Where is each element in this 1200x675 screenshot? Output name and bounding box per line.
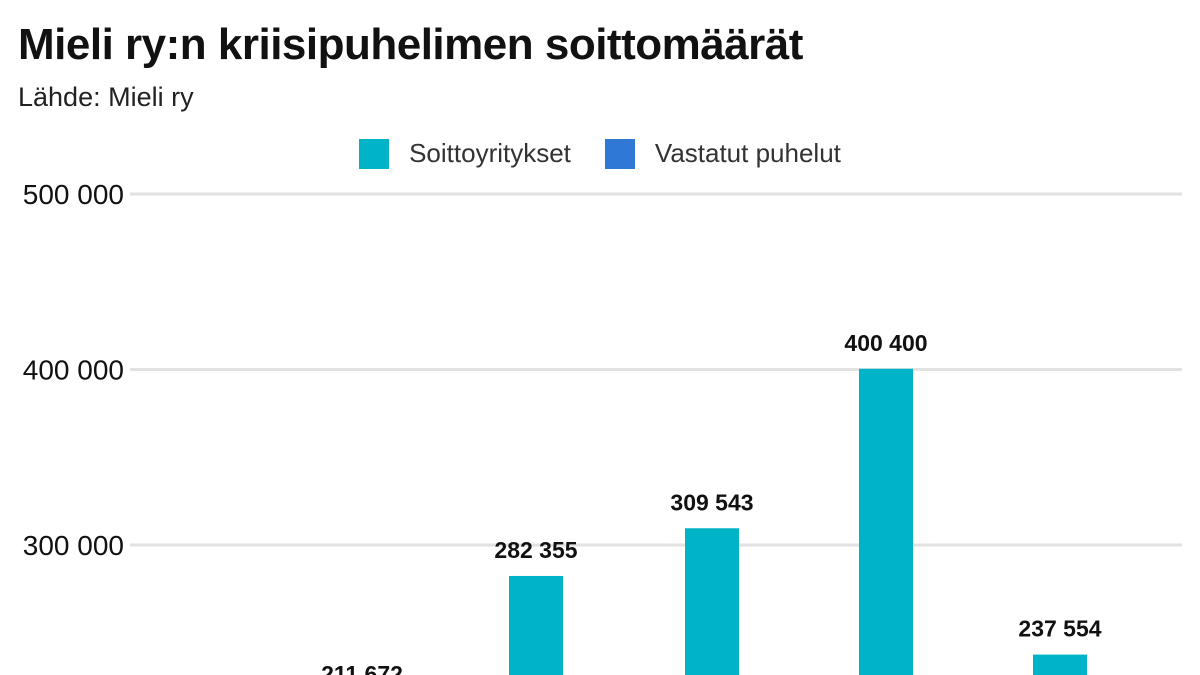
data-label: 211 672	[321, 661, 403, 675]
legend-item-soittoyritykset: Soittoyritykset	[359, 138, 571, 169]
data-label: 309 543	[670, 489, 753, 515]
legend-item-vastatut-puhelut: Vastatut puhelut	[604, 138, 841, 169]
data-label: 282 355	[494, 537, 577, 563]
y-tick-label: 400 000	[23, 355, 124, 386]
bar-soittoyritykset	[509, 575, 563, 675]
y-tick-label: 300 000	[23, 530, 124, 561]
bar-soittoyritykset	[685, 528, 739, 675]
data-label: 237 554	[1018, 616, 1101, 642]
legend: Soittoyritykset Vastatut puhelut	[0, 138, 1200, 169]
data-label: 400 400	[844, 330, 927, 356]
legend-label-vastatut-puhelut: Vastatut puhelut	[654, 138, 841, 168]
bar-soittoyritykset	[859, 368, 913, 675]
bar-soittoyritykset	[1033, 654, 1087, 675]
legend-swatch-soittoyritykset	[359, 138, 390, 169]
legend-swatch-vastatut-puhelut	[604, 138, 635, 169]
chart-title: Mieli ry:n kriisipuhelimen soittomäärät	[18, 20, 803, 69]
legend-label-soittoyritykset: Soittoyritykset	[409, 138, 571, 168]
y-tick-label: 500 000	[23, 179, 124, 210]
chart-subtitle: Lähde: Mieli ry	[18, 82, 194, 112]
